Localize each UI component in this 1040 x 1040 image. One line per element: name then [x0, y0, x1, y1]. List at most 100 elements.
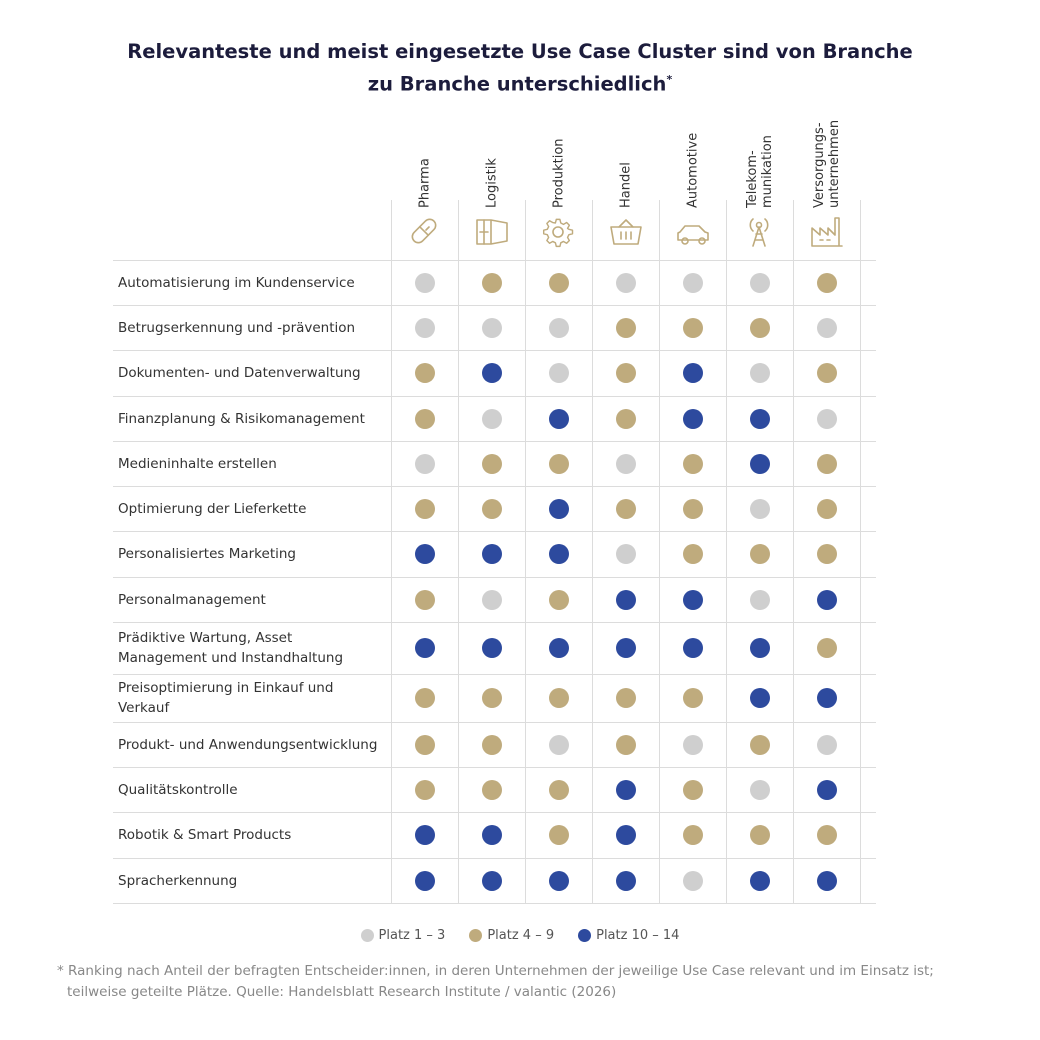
- rank-dot-platz-4-9: [549, 272, 569, 293]
- rank-dot-platz-10-14: [549, 544, 569, 564]
- rank-dot-platz-10-14: [415, 825, 435, 845]
- column-label: Versorgungs- unternehmen: [811, 119, 842, 208]
- rank-dot-platz-10-14: [683, 408, 703, 429]
- row-label-text: Betrugserkennung und -prävention: [118, 319, 356, 336]
- rank-dot-platz-4-9: [683, 825, 703, 845]
- rank-dot-platz-4-9: [817, 544, 837, 564]
- column-label: Telekom- munikation: [744, 135, 775, 208]
- row-label-text: Automatisierung im Kundenservice: [118, 274, 355, 291]
- column-label: Produktion: [551, 138, 566, 208]
- rank-dot-platz-4-9: [415, 589, 435, 610]
- row-label-text: Robotik & Smart Products: [118, 827, 292, 843]
- row-divider: [113, 674, 876, 675]
- rank-dot-platz-1-3: [750, 589, 770, 610]
- rank-dot-platz-1-3: [750, 272, 770, 293]
- column-divider: [659, 200, 660, 903]
- column-divider: [726, 200, 727, 903]
- rank-dot-platz-4-9: [683, 779, 703, 800]
- row-label: Personalisiertes Marketing: [118, 531, 388, 577]
- rank-dot-platz-10-14: [549, 498, 569, 519]
- row-label-text: Personalmanagement: [118, 591, 266, 608]
- rank-dot-platz-4-9: [817, 498, 837, 519]
- row-divider: [113, 577, 876, 578]
- legend: Platz 1 – 3 Platz 4 – 9 Platz 10 – 14: [0, 928, 1040, 943]
- rank-dot-platz-1-3: [549, 317, 569, 338]
- rank-dot-platz-10-14: [482, 544, 502, 564]
- rank-dot-platz-4-9: [549, 688, 569, 708]
- rank-dot-platz-10-14: [817, 589, 837, 610]
- rank-dot-platz-4-9: [683, 453, 703, 474]
- rank-dot-platz-10-14: [750, 688, 770, 708]
- rank-dot-platz-1-3: [750, 363, 770, 383]
- rank-dot-platz-10-14: [750, 408, 770, 429]
- row-label: Qualitätskontrolle: [118, 767, 388, 812]
- rank-dot-platz-4-9: [549, 453, 569, 474]
- column-divider: [525, 200, 526, 903]
- rank-dot-platz-4-9: [415, 779, 435, 800]
- column-label: Logistik: [484, 158, 499, 208]
- row-label-text: Dokumenten- und Datenverwaltung: [118, 365, 361, 381]
- row-divider: [113, 441, 876, 442]
- rank-dot-platz-4-9: [616, 734, 636, 755]
- rank-dot-platz-4-9: [549, 779, 569, 800]
- rank-dot-platz-4-9: [482, 688, 502, 708]
- rank-dot-platz-4-9: [817, 825, 837, 845]
- basket-icon: [592, 212, 659, 252]
- rank-dot-platz-10-14: [683, 363, 703, 383]
- container-icon: [458, 212, 525, 252]
- pill-icon: [391, 212, 458, 252]
- row-label: Prädiktive Wartung, Asset Management und…: [118, 622, 388, 674]
- rank-dot-platz-10-14: [482, 825, 502, 845]
- column-divider: [860, 200, 861, 903]
- row-label: Spracherkennung: [118, 858, 388, 903]
- rank-dot-platz-1-3: [683, 870, 703, 891]
- row-label-text: Personalisiertes Marketing: [118, 546, 296, 562]
- rank-dot-platz-1-3: [415, 317, 435, 338]
- antenna-icon: [726, 212, 793, 252]
- column-divider: [592, 200, 593, 903]
- row-divider: [113, 531, 876, 532]
- footnote-line-1: * Ranking nach Anteil der befragten Ents…: [57, 963, 934, 979]
- row-divider: [113, 903, 876, 904]
- column-label: Handel: [618, 162, 633, 208]
- row-divider: [113, 722, 876, 723]
- rank-dot-platz-4-9: [415, 408, 435, 429]
- row-label: Medieninhalte erstellen: [118, 441, 388, 486]
- chart-title: Relevanteste und meist eingesetzte Use C…: [0, 38, 1040, 99]
- footnote: * Ranking nach Anteil der befragten Ents…: [57, 961, 1007, 1003]
- legend-label: Platz 10 – 14: [596, 928, 680, 943]
- rank-dot-platz-4-9: [750, 544, 770, 564]
- rank-dot-platz-4-9: [616, 363, 636, 383]
- legend-item: Platz 1 – 3: [360, 928, 446, 943]
- rank-dot-platz-1-3: [549, 734, 569, 755]
- legend-label: Platz 1 – 3: [378, 928, 446, 943]
- rank-dot-platz-4-9: [683, 317, 703, 338]
- rank-dot-platz-10-14: [415, 544, 435, 564]
- rank-dot-platz-4-9: [750, 734, 770, 755]
- rank-dot-platz-10-14: [750, 638, 770, 658]
- rank-dot-platz-4-9: [415, 363, 435, 383]
- row-divider: [113, 260, 876, 261]
- rank-dot-platz-10-14: [616, 779, 636, 800]
- rank-dot-platz-10-14: [750, 870, 770, 891]
- rank-dot-platz-1-3: [683, 272, 703, 293]
- row-divider: [113, 767, 876, 768]
- row-label-text: Medieninhalte erstellen: [118, 455, 277, 472]
- rank-dot-platz-4-9: [817, 453, 837, 474]
- rank-dot-platz-4-9: [482, 453, 502, 474]
- column-header-handel: Handel: [592, 80, 659, 208]
- rank-dot-platz-1-3: [817, 734, 837, 755]
- row-divider: [113, 305, 876, 306]
- rank-dot-platz-10-14: [482, 363, 502, 383]
- title-line-1: Relevanteste und meist eingesetzte Use C…: [127, 40, 913, 63]
- rank-dot-platz-10-14: [549, 870, 569, 891]
- rank-dot-platz-4-9: [683, 498, 703, 519]
- rank-dot-platz-4-9: [817, 638, 837, 658]
- rank-dot-platz-1-3: [616, 544, 636, 564]
- rank-dot-platz-1-3: [415, 453, 435, 474]
- row-label: Preisoptimierung in Einkauf und Verkauf: [118, 674, 388, 722]
- rank-dot-platz-4-9: [817, 363, 837, 383]
- rank-dot-platz-10-14: [415, 870, 435, 891]
- column-header-telekommunikation: Telekom- munikation: [726, 80, 793, 208]
- column-header-logistik: Logistik: [458, 80, 525, 208]
